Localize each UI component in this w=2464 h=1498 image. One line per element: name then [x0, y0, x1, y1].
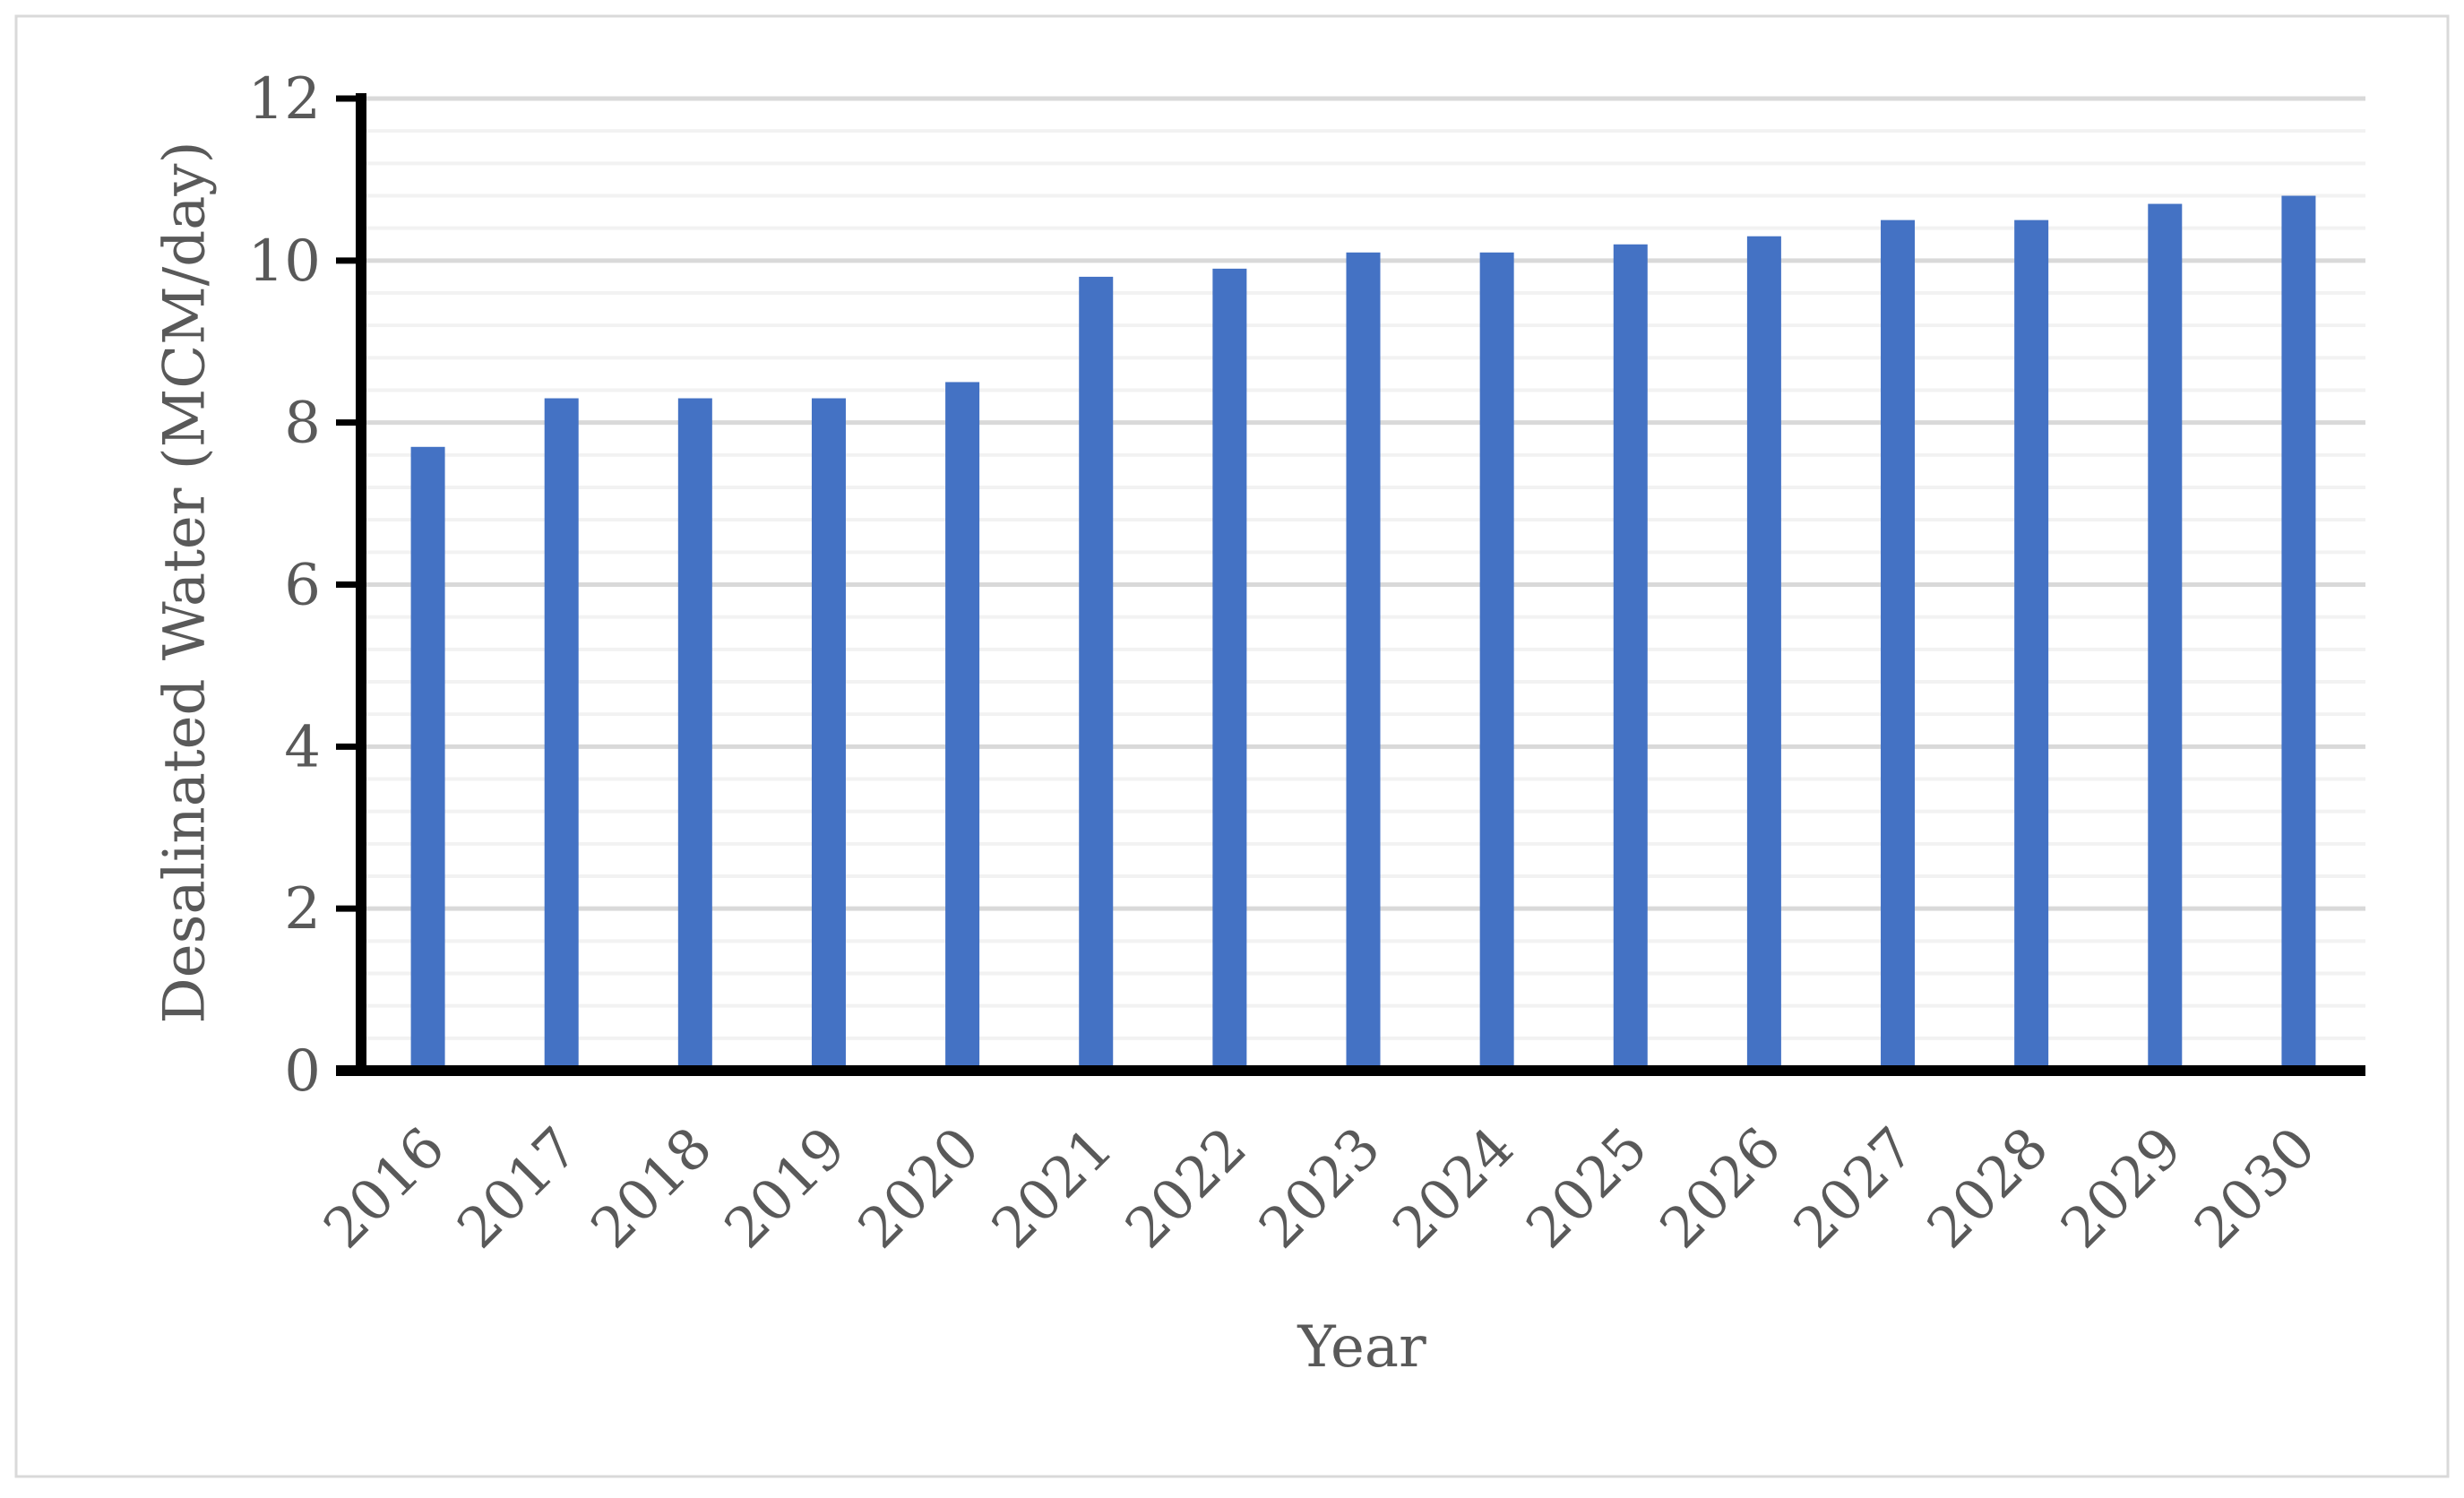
bar-2026	[1746, 236, 1781, 1071]
y-tick-label: 8	[284, 391, 321, 457]
bar-2020	[945, 382, 980, 1071]
y-axis-tick-labels: 0 2 4 6 8 10 12	[248, 66, 321, 1105]
bar-2018	[677, 398, 712, 1072]
y-tick-label: 0	[284, 1038, 321, 1105]
y-axis-ticks	[336, 95, 361, 1074]
bar-2022	[1212, 268, 1247, 1071]
y-tick-label: 2	[284, 876, 321, 943]
bar-2016	[410, 446, 445, 1072]
bar-2030	[2281, 195, 2316, 1071]
y-tick-label: 6	[284, 553, 321, 619]
bar-2017	[544, 398, 579, 1072]
bar-2029	[2148, 203, 2183, 1071]
y-tick-label: 10	[248, 228, 321, 295]
bar-2021	[1079, 276, 1114, 1072]
y-tick-label: 12	[248, 66, 321, 133]
y-axis-title: Desalinated Water (MCM/day)	[151, 141, 218, 1023]
bar-2027	[1881, 220, 1916, 1071]
x-axis-title: Year	[1297, 1314, 1426, 1381]
bar-2025	[1613, 244, 1648, 1071]
bar-series	[410, 195, 2316, 1072]
y-tick-label: 4	[284, 714, 321, 780]
bar-2028	[2014, 220, 2049, 1071]
bar-2023	[1346, 252, 1381, 1072]
bar-2019	[811, 398, 846, 1072]
bar-2024	[1479, 252, 1514, 1072]
